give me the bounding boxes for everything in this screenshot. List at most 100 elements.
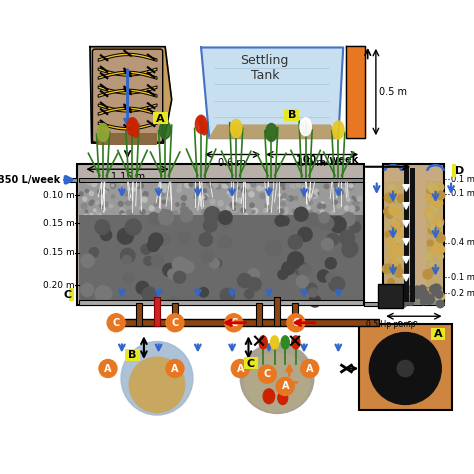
Ellipse shape (199, 117, 203, 125)
Circle shape (301, 185, 305, 190)
Circle shape (100, 204, 103, 208)
Text: A: A (104, 364, 112, 374)
Circle shape (264, 188, 267, 191)
Circle shape (319, 212, 329, 223)
Circle shape (106, 183, 110, 188)
Circle shape (433, 216, 442, 225)
Circle shape (388, 279, 394, 285)
Circle shape (222, 184, 226, 188)
Circle shape (160, 211, 165, 217)
Circle shape (258, 365, 276, 383)
Circle shape (279, 209, 284, 214)
Circle shape (204, 207, 220, 222)
Circle shape (430, 197, 436, 202)
Circle shape (387, 231, 395, 240)
Circle shape (123, 273, 134, 283)
Circle shape (429, 221, 438, 229)
Circle shape (90, 191, 93, 195)
Circle shape (159, 210, 173, 225)
Circle shape (166, 314, 184, 332)
Circle shape (107, 314, 125, 332)
Text: 0.5 m: 0.5 m (379, 87, 407, 97)
Circle shape (307, 206, 310, 210)
Circle shape (282, 193, 287, 198)
Circle shape (81, 254, 94, 267)
Text: D: D (455, 166, 464, 176)
Circle shape (390, 203, 395, 209)
Circle shape (355, 198, 359, 203)
Circle shape (93, 209, 96, 211)
FancyBboxPatch shape (430, 328, 445, 340)
Circle shape (282, 262, 295, 274)
Circle shape (120, 182, 123, 185)
FancyBboxPatch shape (172, 303, 178, 326)
Circle shape (257, 186, 262, 191)
Ellipse shape (245, 353, 310, 412)
Circle shape (302, 213, 307, 219)
FancyBboxPatch shape (98, 133, 157, 145)
Ellipse shape (159, 121, 171, 139)
Circle shape (321, 238, 333, 250)
Circle shape (181, 207, 185, 211)
Circle shape (219, 211, 232, 224)
Circle shape (305, 213, 319, 227)
Circle shape (98, 190, 102, 194)
Circle shape (437, 234, 445, 243)
Circle shape (301, 212, 306, 217)
Circle shape (179, 260, 190, 271)
Circle shape (390, 238, 398, 246)
Circle shape (90, 214, 93, 218)
Circle shape (270, 187, 274, 191)
Circle shape (288, 196, 293, 201)
Circle shape (84, 214, 87, 218)
Circle shape (314, 196, 317, 199)
Ellipse shape (121, 342, 193, 415)
Polygon shape (403, 203, 410, 209)
Circle shape (283, 187, 285, 190)
Circle shape (307, 283, 317, 293)
Circle shape (210, 200, 215, 204)
Ellipse shape (201, 122, 205, 130)
Circle shape (390, 207, 396, 213)
Circle shape (369, 333, 441, 404)
Circle shape (433, 284, 441, 292)
Circle shape (163, 200, 166, 204)
Ellipse shape (333, 121, 344, 139)
Circle shape (350, 180, 355, 185)
Circle shape (218, 201, 223, 206)
Circle shape (427, 187, 434, 194)
Circle shape (391, 190, 400, 199)
Text: 1.0 m: 1.0 m (298, 158, 326, 168)
Text: A: A (282, 382, 289, 392)
FancyBboxPatch shape (383, 164, 445, 305)
Circle shape (224, 185, 227, 188)
Polygon shape (90, 46, 172, 143)
Circle shape (264, 209, 268, 212)
Circle shape (392, 220, 401, 230)
Circle shape (287, 198, 290, 200)
Circle shape (199, 233, 212, 246)
Circle shape (325, 258, 337, 269)
Circle shape (121, 250, 131, 260)
Circle shape (215, 209, 219, 212)
Circle shape (436, 191, 445, 200)
Circle shape (301, 210, 305, 215)
Circle shape (101, 206, 104, 210)
Ellipse shape (271, 336, 279, 349)
Circle shape (383, 264, 392, 273)
Circle shape (110, 183, 116, 188)
Polygon shape (403, 238, 410, 245)
Circle shape (433, 189, 442, 198)
Circle shape (301, 359, 319, 377)
Circle shape (318, 204, 322, 209)
Circle shape (136, 282, 149, 294)
Circle shape (436, 245, 445, 254)
Circle shape (411, 288, 420, 297)
Circle shape (438, 254, 444, 259)
Circle shape (164, 214, 167, 218)
Polygon shape (98, 53, 157, 62)
Circle shape (213, 259, 222, 267)
Circle shape (147, 240, 159, 252)
Circle shape (425, 194, 432, 201)
Text: C: C (112, 318, 120, 328)
